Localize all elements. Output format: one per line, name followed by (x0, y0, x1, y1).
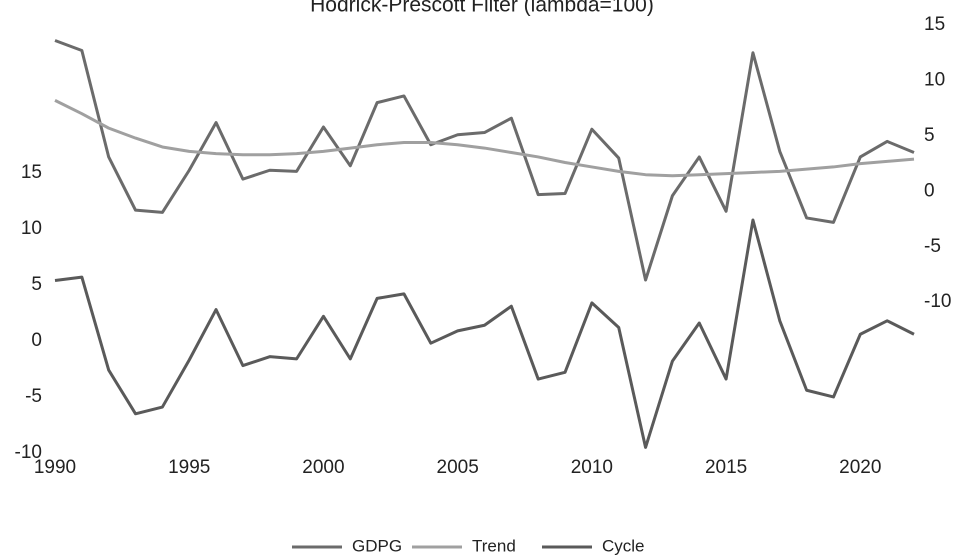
x-tick-label: 2010 (571, 457, 613, 478)
y2-tick-label: 15 (924, 14, 945, 35)
y-tick-label: 5 (31, 274, 42, 295)
x-tick-label: 2015 (705, 457, 747, 478)
y-tick-label: 0 (31, 330, 42, 351)
legend-label: GDPG (352, 536, 402, 555)
y-tick-label: 10 (21, 218, 42, 239)
x-tick-label: 2005 (437, 457, 479, 478)
y2-tick-label: -10 (924, 291, 951, 312)
series-line (54, 39, 915, 282)
y2-tick-label: 0 (924, 180, 935, 201)
x-tick-label: 2000 (302, 457, 344, 478)
series-line (54, 99, 915, 178)
x-tick-label: 1990 (34, 457, 76, 478)
y-tick-label: -10 (15, 442, 42, 463)
y2-tick-label: -5 (924, 236, 941, 257)
y-tick-label: 15 (21, 162, 42, 183)
y-tick-label: -5 (25, 386, 42, 407)
legend-label: Trend (472, 536, 516, 555)
legend-label: Cycle (602, 536, 645, 555)
y2-tick-label: 5 (924, 125, 935, 146)
x-tick-label: 1995 (168, 457, 210, 478)
chart-title: Hodrick-Prescott Filter (lambda=100) (310, 0, 654, 17)
x-tick-label: 2020 (839, 457, 881, 478)
series-line (54, 218, 915, 449)
y2-tick-label: 10 (924, 69, 945, 90)
